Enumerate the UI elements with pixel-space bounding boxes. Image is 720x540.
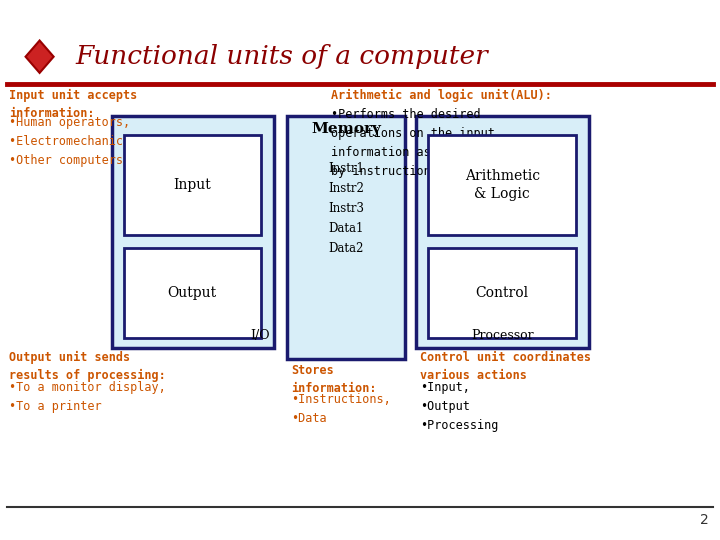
Text: •To a monitor display,
•To a printer: •To a monitor display, •To a printer xyxy=(9,381,166,413)
Text: Arithmetic
& Logic: Arithmetic & Logic xyxy=(464,168,540,201)
Text: Stores
information:: Stores information: xyxy=(292,364,377,395)
Bar xyxy=(428,135,576,235)
Text: •Instructions,
•Data: •Instructions, •Data xyxy=(292,393,392,425)
Bar xyxy=(124,135,261,235)
Text: Control: Control xyxy=(476,286,528,300)
Text: Input unit accepts
information:: Input unit accepts information: xyxy=(9,89,137,120)
Text: Input: Input xyxy=(174,178,211,192)
Text: Output: Output xyxy=(168,286,217,300)
Text: 2: 2 xyxy=(701,512,709,526)
Bar xyxy=(124,248,261,338)
Text: Functional units of a computer: Functional units of a computer xyxy=(76,44,488,69)
Text: •Performs the desired
operations on the input
information as determined
by instr: •Performs the desired operations on the … xyxy=(331,108,538,178)
Text: •Input,
•Output
•Processing: •Input, •Output •Processing xyxy=(420,381,499,431)
Text: Memory: Memory xyxy=(311,122,381,136)
Text: Processor: Processor xyxy=(472,329,534,342)
Text: I/O: I/O xyxy=(251,329,270,342)
Text: Control unit coordinates
various actions: Control unit coordinates various actions xyxy=(420,351,592,382)
Polygon shape xyxy=(26,40,53,73)
Text: Instr1
Instr2
Instr3
Data1
Data2: Instr1 Instr2 Instr3 Data1 Data2 xyxy=(328,162,364,255)
Bar xyxy=(287,116,405,359)
Bar xyxy=(428,248,576,338)
Text: Output unit sends
results of processing:: Output unit sends results of processing: xyxy=(9,351,166,382)
Bar xyxy=(416,116,589,348)
Text: Arithmetic and logic unit(ALU):: Arithmetic and logic unit(ALU): xyxy=(331,89,552,102)
Bar xyxy=(112,116,274,348)
Text: •Human operators,
•Electromechanical devices
•Other computers: •Human operators, •Electromechanical dev… xyxy=(9,116,194,167)
